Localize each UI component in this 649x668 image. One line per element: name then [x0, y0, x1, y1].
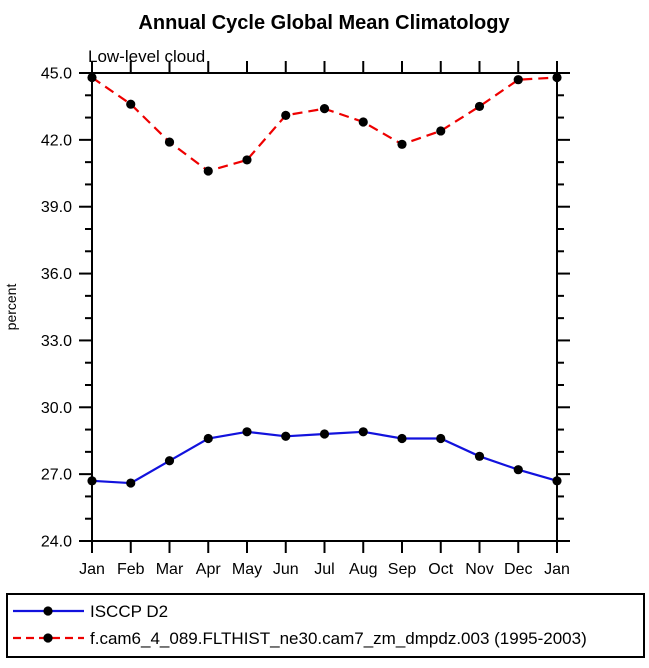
legend-marker [43, 606, 53, 616]
data-point-marker [513, 465, 523, 475]
series-line-isccp [91, 430, 558, 485]
x-tick-label: Apr [196, 561, 222, 578]
legend-label: ISCCP D2 [90, 602, 168, 621]
y-tick-label: 42.0 [41, 132, 72, 149]
chart-title: Annual Cycle Global Mean Climatology [138, 12, 510, 34]
legend-label: f.cam6_4_089.FLTHIST_ne30.cam7_zm_dmpdz.… [90, 629, 587, 648]
data-point-marker [358, 427, 368, 437]
data-point-marker [552, 72, 562, 83]
data-point-marker [513, 75, 523, 85]
data-point-marker [164, 137, 175, 147]
x-tick-label: Mar [156, 561, 184, 578]
legend: ISCCP D2 f.cam6_4_089.FLTHIST_ne30.cam7_z… [6, 593, 645, 658]
data-point-marker [203, 166, 213, 176]
data-point-marker [87, 72, 97, 83]
data-point-marker [397, 433, 407, 444]
x-tick-label: Jan [544, 561, 570, 578]
x-tick-label: May [232, 561, 262, 578]
data-point-marker [242, 155, 252, 165]
y-tick-label: 30.0 [41, 400, 72, 417]
y-tick-label: 45.0 [41, 66, 72, 83]
y-tick-label: 36.0 [41, 266, 72, 283]
data-point-marker [126, 478, 136, 488]
data-point-marker [164, 456, 175, 466]
x-tick-label: Feb [117, 561, 145, 578]
y-axis-label: percent [3, 284, 19, 331]
x-tick-label: Sep [388, 561, 417, 578]
data-point-marker [552, 476, 562, 486]
chart-subtitle: Low-level cloud [88, 47, 205, 66]
y-tick-label: 39.0 [41, 199, 72, 216]
x-tick-label: Aug [349, 561, 377, 578]
data-point-marker [281, 431, 291, 441]
x-tick-label: Jan [79, 561, 105, 578]
y-tick-label: 33.0 [41, 333, 72, 350]
data-point-marker [87, 476, 97, 486]
x-tick-label: Jun [273, 561, 299, 578]
data-point-marker [126, 99, 136, 109]
data-point-marker [281, 110, 291, 120]
axes: 24.0 27.0 30.0 33.0 36.0 39.0 42.0 45.0 Jan Feb Ma… [41, 61, 570, 578]
x-tick-label: Jul [314, 561, 334, 578]
y-tick-label: 27.0 [41, 467, 72, 484]
data-point-marker [319, 429, 330, 439]
series-line-model [91, 76, 558, 173]
data-point-marker [397, 139, 407, 149]
data-point-marker [436, 433, 446, 444]
x-tick-label: Dec [504, 561, 532, 578]
data-point-marker [474, 101, 485, 112]
data-point-marker [436, 126, 446, 136]
legend-marker [43, 633, 53, 643]
data-point-marker [474, 451, 485, 461]
data-point-marker [203, 433, 213, 444]
plot-frame [91, 72, 558, 542]
legend-box [6, 593, 645, 658]
data-point-marker [319, 104, 330, 114]
data-point-marker [242, 427, 252, 437]
x-tick-label: Nov [465, 561, 493, 578]
y-tick-label: 24.0 [41, 534, 72, 551]
x-tick-label: Oct [428, 561, 453, 578]
data-series [87, 72, 562, 488]
data-point-marker [358, 117, 368, 127]
